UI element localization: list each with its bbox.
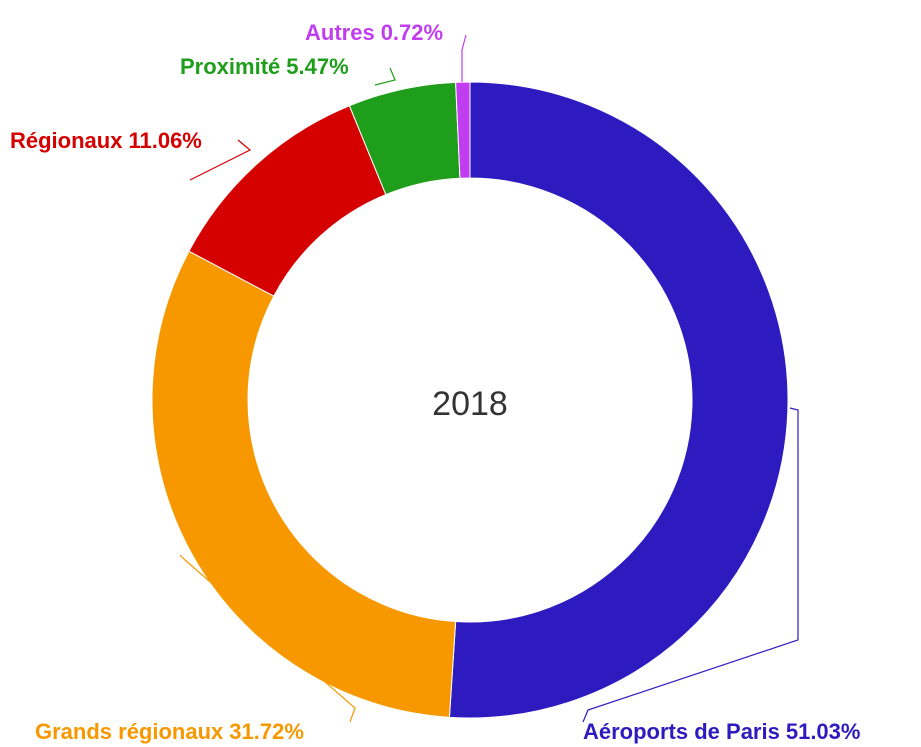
label-name: Autres bbox=[305, 20, 375, 45]
label-name: Aéroports de Paris bbox=[583, 719, 780, 744]
donut-slice bbox=[151, 250, 457, 718]
label-name: Grands régionaux bbox=[35, 719, 224, 744]
label-value: 11.06% bbox=[128, 128, 201, 153]
slice-label: Autres 0.72% bbox=[305, 20, 443, 45]
leader-line bbox=[374, 67, 396, 86]
label-name: Régionaux bbox=[10, 128, 123, 153]
label-value: 0.72% bbox=[381, 20, 443, 45]
leader-line bbox=[461, 34, 467, 82]
donut-slice bbox=[448, 81, 789, 719]
label-value: 51.03% bbox=[786, 719, 861, 744]
slice-label: Aéroports de Paris 51.03% bbox=[583, 719, 860, 744]
donut-slice bbox=[455, 81, 471, 179]
label-value: 5.47% bbox=[286, 54, 348, 79]
leader-line bbox=[582, 407, 799, 723]
slice-label: Régionaux 11.06% bbox=[10, 128, 202, 153]
label-value: 31.72% bbox=[229, 719, 304, 744]
slice-label: Proximité 5.47% bbox=[180, 54, 349, 79]
slice-label: Grands régionaux 31.72% bbox=[35, 719, 304, 744]
leader-line bbox=[189, 139, 252, 181]
leader-line bbox=[179, 554, 356, 723]
label-name: Proximité bbox=[180, 54, 280, 79]
center-title: 2018 bbox=[432, 385, 508, 423]
